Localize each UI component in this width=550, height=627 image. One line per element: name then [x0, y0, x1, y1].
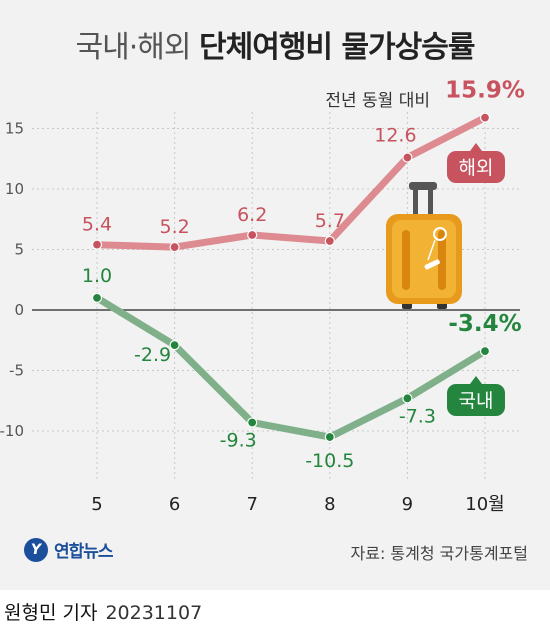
x-tick-labels: 5 6 7 8 9 10월: [91, 494, 504, 515]
data-point-overseas: [479, 112, 491, 123]
x-tick-label: 5: [91, 494, 102, 515]
data-point-overseas: [247, 229, 258, 241]
logo-mark: Y: [24, 537, 48, 562]
y-tick-label: -10: [0, 422, 24, 440]
data-label-overseas: 5.7: [315, 210, 345, 232]
series-name-domestic: 국내: [459, 390, 494, 412]
legend-note-text: 전년 동월 대비: [325, 91, 430, 111]
title-main: 단체여행비 물가상승률: [199, 30, 475, 65]
x-tick-label: 7: [246, 494, 257, 515]
suitcase-icon: [386, 182, 462, 309]
yonhap-logo: Y 연합뉴스: [24, 537, 114, 562]
data-point-overseas: [402, 152, 413, 163]
logo-text: 연합뉴스: [54, 542, 114, 562]
data-label-domestic: -3.4%: [448, 311, 521, 337]
y-tick-labels: 15 10 5 0 -5 -10: [0, 120, 24, 441]
series-layer: 5.4 5.2 6.2 5.7 12.6 15.9% 해외 1.0 -2.9 -9.3 -10.5 -…: [82, 78, 525, 472]
data-point-domestic: [324, 431, 335, 443]
x-tick-label: 6: [169, 494, 180, 515]
data-point-overseas: [169, 241, 180, 253]
series-line-overseas: [93, 114, 489, 251]
data-label-domestic: -2.9: [134, 344, 171, 366]
x-tick-label: 9: [402, 494, 413, 515]
data-point-domestic: [247, 417, 258, 428]
data-label-domestic: 1.0: [82, 265, 112, 287]
y-tick-label: 0: [14, 301, 24, 319]
reporter-name: 원형민 기자: [4, 602, 98, 624]
chart-title: 국내·해외 단체여행비 물가상승률: [0, 22, 550, 66]
data-point-domestic: [169, 339, 180, 351]
x-tick-label: 10월: [465, 494, 504, 515]
y-tick-label: 15: [5, 120, 24, 138]
data-point-domestic: [479, 346, 491, 357]
series-badge-pointer: [470, 376, 482, 384]
series-badge-pointer: [470, 143, 482, 151]
series-line-domestic: [93, 294, 489, 441]
series-badge-domestic: [447, 384, 505, 416]
data-point-overseas: [91, 239, 103, 250]
data-label-domestic: -10.5: [305, 450, 354, 472]
data-point-overseas: [324, 235, 335, 247]
data-label-overseas: 5.2: [159, 216, 189, 238]
data-point-domestic: [91, 292, 103, 303]
series-badge-overseas: [447, 151, 505, 183]
y-tick-label: -5: [9, 362, 24, 380]
data-label-overseas: 6.2: [237, 204, 267, 226]
series-name-overseas: 해외: [459, 157, 494, 179]
data-label-overseas: 15.9%: [445, 78, 525, 104]
data-point-domestic: [402, 393, 413, 404]
byline: 원형민 기자 20231107: [4, 598, 202, 625]
y-tick-label: 5: [14, 241, 24, 259]
x-tick-label: 8: [324, 494, 335, 515]
source-note: 자료: 통계청 국가통계포털: [350, 544, 528, 563]
data-label-domestic: -7.3: [399, 405, 436, 427]
data-label-overseas: 5.4: [82, 214, 112, 236]
data-label-domestic: -9.3: [220, 430, 257, 452]
legend-note: 전년 동월 대비: [325, 91, 430, 111]
title-prefix: 국내·해외: [75, 30, 192, 65]
y-tick-label: 10: [5, 180, 24, 198]
publish-date: 20231107: [105, 602, 203, 624]
data-label-overseas: 12.6: [374, 125, 416, 147]
